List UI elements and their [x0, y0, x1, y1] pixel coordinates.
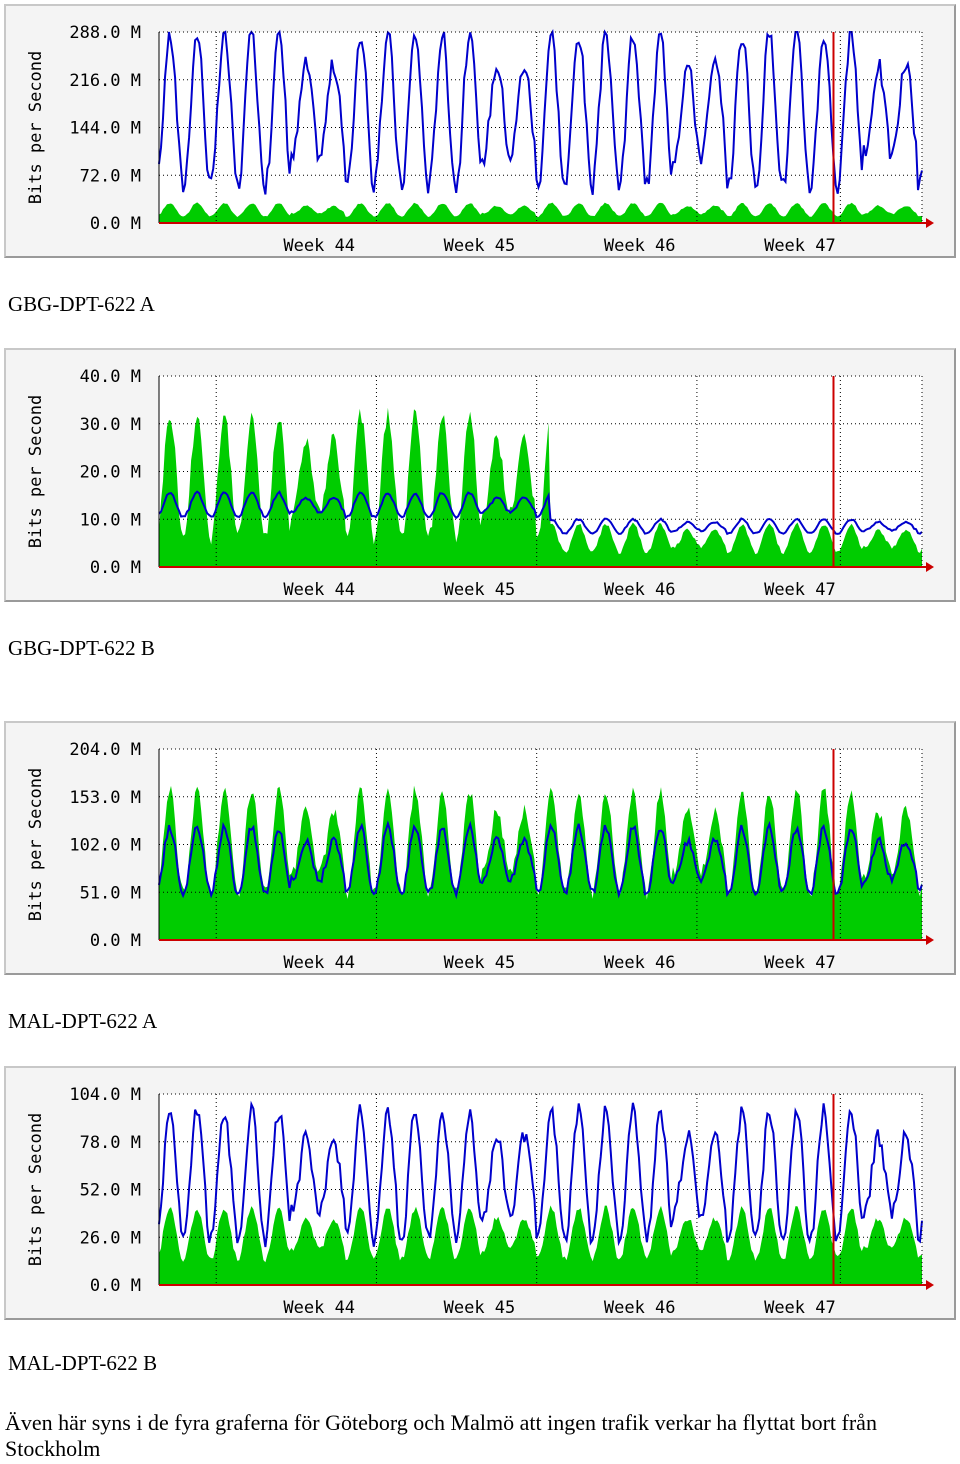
y-tick-label: 0.0 M	[90, 931, 141, 951]
x-tick-label: Week 45	[444, 953, 516, 973]
y-tick-label: 51.0 M	[80, 883, 141, 903]
y-axis-title: Bits per Second	[26, 395, 46, 549]
y-tick-label: 26.0 M	[80, 1228, 141, 1248]
x-axis-arrow	[926, 562, 934, 572]
chart-svg: 0.0 M 26.0 M 52.0 M 78.0 M 104.0 M Week 44 Wee…	[26, 1085, 934, 1318]
y-tick-label: 0.0 M	[90, 558, 141, 578]
y-axis-title: Bits per Second	[26, 51, 46, 205]
y-tick-label: 20.0 M	[80, 463, 141, 483]
y-tick-label: 30.0 M	[80, 415, 141, 435]
chart-caption: MAL-DPT-622 A	[8, 1009, 158, 1033]
series-out-line	[158, 29, 923, 195]
y-tick-label: 204.0 M	[69, 740, 141, 760]
x-tick-label: Week 44	[283, 1298, 355, 1318]
x-tick-label: Week 47	[764, 580, 836, 600]
x-tick-label: Week 45	[444, 236, 516, 256]
y-tick-label: 153.0 M	[69, 788, 141, 808]
chart-caption: GBG-DPT-622 A	[8, 292, 155, 316]
footer-paragraph: Även här syns i de fyra graferna för Göt…	[5, 1410, 877, 1461]
y-tick-label: 10.0 M	[80, 510, 141, 530]
x-tick-label: Week 44	[283, 236, 355, 256]
chart-frame: 0.0 M 26.0 M 52.0 M 78.0 M 104.0 M Week 44 Wee…	[4, 1066, 956, 1320]
y-tick-label: 288.0 M	[69, 23, 141, 43]
series-out-line	[158, 1100, 923, 1248]
y-axis-title: Bits per Second	[26, 768, 46, 922]
x-tick-label: Week 46	[604, 1298, 676, 1318]
chart-svg: 0.0 M 51.0 M 102.0 M 153.0 M 204.0 M Week 44 W…	[26, 740, 934, 973]
x-axis-arrow	[926, 1280, 934, 1290]
y-tick-label: 0.0 M	[90, 1276, 141, 1296]
chart-frame: 0.0 M 72.0 M 144.0 M 216.0 M 288.0 M Week 44 W…	[4, 4, 956, 258]
x-tick-label: Week 47	[764, 236, 836, 256]
x-tick-label: Week 46	[604, 953, 676, 973]
y-tick-label: 144.0 M	[69, 119, 141, 139]
x-tick-label: Week 44	[283, 953, 355, 973]
series-in-area	[159, 785, 922, 940]
y-tick-label: 72.0 M	[80, 166, 141, 186]
chart-caption: GBG-DPT-622 B	[8, 636, 155, 660]
y-tick-label: 78.0 M	[80, 1133, 141, 1153]
y-tick-label: 0.0 M	[90, 214, 141, 234]
series-in-area	[159, 202, 922, 223]
x-axis-arrow	[926, 218, 934, 228]
chart-caption: MAL-DPT-622 B	[8, 1351, 158, 1375]
y-tick-label: 40.0 M	[80, 367, 141, 387]
chart-frame: 0.0 M 10.0 M 20.0 M 30.0 M 40.0 M Week 44 Week…	[4, 348, 956, 602]
x-tick-label: Week 47	[764, 1298, 836, 1318]
x-tick-label: Week 47	[764, 953, 836, 973]
chart-svg: 0.0 M 10.0 M 20.0 M 30.0 M 40.0 M Week 44 Week…	[26, 367, 934, 600]
x-tick-label: Week 44	[283, 580, 355, 600]
x-tick-label: Week 46	[604, 236, 676, 256]
x-tick-label: Week 46	[604, 580, 676, 600]
x-tick-label: Week 45	[444, 580, 516, 600]
y-tick-label: 216.0 M	[69, 71, 141, 91]
y-tick-label: 102.0 M	[69, 836, 141, 856]
series-in-area	[159, 1205, 922, 1285]
series-in-area	[159, 407, 922, 567]
y-tick-label: 104.0 M	[69, 1085, 141, 1105]
chart-frame: 0.0 M 51.0 M 102.0 M 153.0 M 204.0 M Week 44 W…	[4, 721, 956, 975]
y-tick-label: 52.0 M	[80, 1181, 141, 1201]
y-axis-title: Bits per Second	[26, 1113, 46, 1267]
chart-svg: 0.0 M 72.0 M 144.0 M 216.0 M 288.0 M Week 44 W…	[26, 23, 934, 256]
series-out-line	[158, 820, 923, 900]
x-tick-label: Week 45	[444, 1298, 516, 1318]
series-out-line	[158, 490, 923, 536]
x-axis-arrow	[926, 935, 934, 945]
